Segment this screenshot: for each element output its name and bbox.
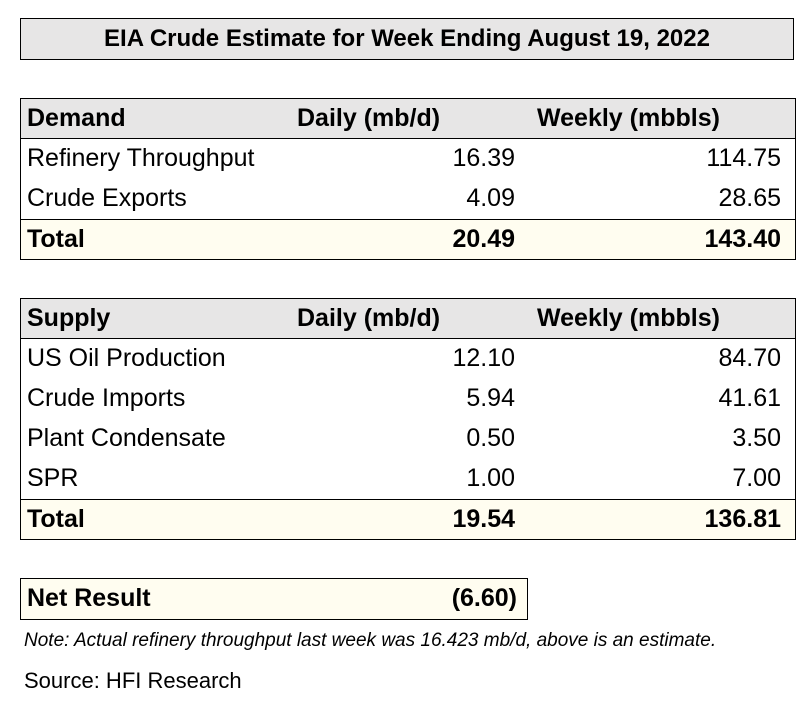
row-weekly: 28.65 xyxy=(718,184,781,212)
total-label: Total xyxy=(27,505,85,533)
net-result-label: Net Result xyxy=(27,584,151,612)
row-weekly: 7.00 xyxy=(732,464,781,492)
row-weekly: 84.70 xyxy=(718,344,781,372)
row-label: Plant Condensate xyxy=(27,424,226,452)
row-daily: 0.50 xyxy=(466,424,515,452)
total-daily: 20.49 xyxy=(452,225,515,253)
net-result-box: Net Result (6.60) xyxy=(20,578,528,620)
table-row: US Oil Production 12.10 84.70 xyxy=(21,339,795,379)
table-row: Plant Condensate 0.50 3.50 xyxy=(21,419,795,459)
header-daily: Daily (mb/d) xyxy=(297,104,441,132)
table-header: Demand Daily (mb/d) Weekly (mbbls) xyxy=(21,99,795,139)
table-row: Crude Imports 5.94 41.61 xyxy=(21,379,795,419)
total-weekly: 143.40 xyxy=(704,225,781,253)
total-weekly: 136.81 xyxy=(704,505,781,533)
header-weekly: Weekly (mbbls) xyxy=(537,104,720,132)
table-row: SPR 1.00 7.00 xyxy=(21,459,795,499)
row-daily: 16.39 xyxy=(452,144,515,172)
header-daily: Daily (mb/d) xyxy=(297,304,441,332)
table-row: Refinery Throughput 16.39 114.75 xyxy=(21,139,795,179)
row-daily: 4.09 xyxy=(466,184,515,212)
supply-table: Supply Daily (mb/d) Weekly (mbbls) US Oi… xyxy=(20,298,796,540)
total-row: Total 19.54 136.81 xyxy=(21,499,795,539)
demand-table: Demand Daily (mb/d) Weekly (mbbls) Refin… xyxy=(20,98,796,260)
row-label: Crude Imports xyxy=(27,384,186,412)
source-credit: Source: HFI Research xyxy=(24,668,242,693)
row-weekly: 41.61 xyxy=(718,384,781,412)
row-daily: 12.10 xyxy=(452,344,515,372)
row-label: US Oil Production xyxy=(27,344,226,372)
row-weekly: 3.50 xyxy=(732,424,781,452)
header-weekly: Weekly (mbbls) xyxy=(537,304,720,332)
footnote: Note: Actual refinery throughput last we… xyxy=(24,630,717,651)
header-category: Supply xyxy=(27,304,111,332)
table-row: Crude Exports 4.09 28.65 xyxy=(21,179,795,219)
total-row: Total 20.49 143.40 xyxy=(21,219,795,259)
header-category: Demand xyxy=(27,104,126,132)
table-header: Supply Daily (mb/d) Weekly (mbbls) xyxy=(21,299,795,339)
row-daily: 5.94 xyxy=(466,384,515,412)
row-label: SPR xyxy=(27,464,79,492)
row-label: Crude Exports xyxy=(27,184,187,212)
row-daily: 1.00 xyxy=(466,464,515,492)
total-daily: 19.54 xyxy=(452,505,515,533)
row-weekly: 114.75 xyxy=(706,144,781,172)
row-label: Refinery Throughput xyxy=(27,144,255,172)
total-label: Total xyxy=(27,225,85,253)
page-title: EIA Crude Estimate for Week Ending Augus… xyxy=(20,18,794,60)
net-result-value: (6.60) xyxy=(451,584,517,612)
